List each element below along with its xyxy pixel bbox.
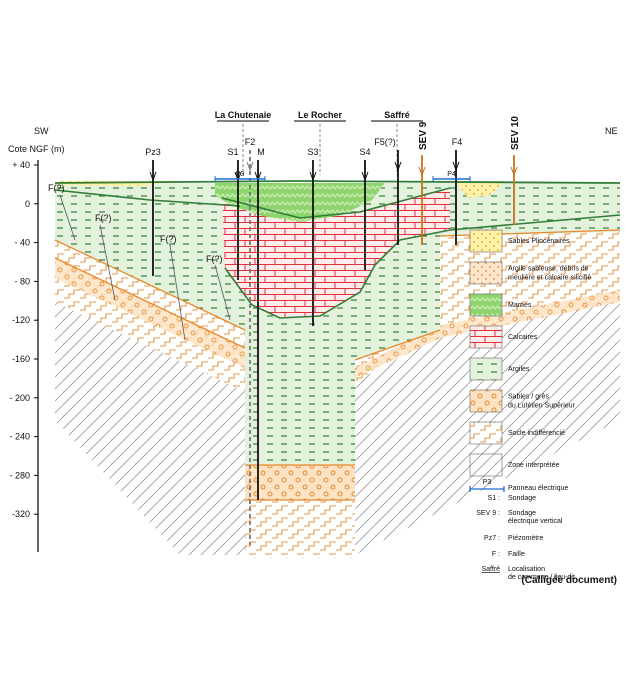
- arrow: [234, 171, 242, 182]
- legend-label: Argile sableuse, débris de: [508, 266, 589, 273]
- well-label: M: [257, 147, 265, 157]
- legend-key: Saffré: [481, 566, 500, 573]
- legend-label: Socle indifférencié: [508, 430, 565, 437]
- contact: [54, 229, 621, 501]
- socle: [245, 500, 355, 555]
- legend-label: Localisation: [508, 566, 545, 573]
- well-label: F4: [452, 137, 463, 147]
- fault-label: F(?): [206, 254, 223, 264]
- well-label: F5(?): [374, 137, 396, 147]
- tick-label: -160: [12, 354, 30, 364]
- panel-ends: [432, 176, 471, 182]
- credit: (Calligée document): [521, 575, 617, 586]
- y-axis: Cote NGF (m) SW NE + 40 0 - 40 - 80 -120 -160 - 2…: [8, 126, 618, 552]
- tick-label: -320: [12, 509, 30, 519]
- legend-label: Marnes: [508, 302, 532, 309]
- tick-label: 0: [25, 199, 30, 209]
- side-label: SW: [34, 126, 49, 136]
- legend: Sables Pliocénaires Argile sableuse, débr…: [469, 229, 591, 581]
- arrow: [510, 166, 518, 177]
- legend-swatch: [469, 389, 503, 413]
- tick-label: - 40: [14, 238, 30, 248]
- legend-key: Pz7 :: [484, 535, 500, 542]
- legend-key: F :: [492, 551, 500, 558]
- legend-swatch: [469, 357, 503, 381]
- arrow: [418, 166, 426, 177]
- argiles: [55, 183, 620, 465]
- well-label: SEV 9: [418, 121, 429, 150]
- legend-label: du Lutétien Supérieur: [508, 403, 576, 410]
- legend-swatch: [469, 453, 503, 477]
- side-label: NE: [605, 126, 618, 136]
- well-label: S4: [359, 147, 370, 157]
- arrow: [394, 161, 402, 172]
- well-label: Pz3: [145, 147, 161, 157]
- fault-label: F(?): [95, 213, 112, 223]
- arrow: [149, 171, 157, 182]
- axis-title: Cote NGF (m): [8, 144, 65, 154]
- legend-label: Argiles: [508, 366, 530, 373]
- legend-key: S1 :: [488, 495, 501, 502]
- legend-swatch: [469, 261, 503, 285]
- legend-swatch: [469, 421, 503, 445]
- place-name: Saffré: [384, 110, 410, 120]
- legend-label: Calcaires: [508, 334, 538, 341]
- contact: [54, 187, 621, 319]
- legend-label: Sables / grès: [508, 394, 549, 401]
- arrow: [361, 171, 369, 182]
- sables-lutetien: [55, 258, 245, 368]
- well-label: F2: [245, 137, 256, 147]
- tick-label: + 40: [12, 160, 30, 170]
- legend-swatch: [469, 229, 503, 253]
- legend-key: SEV 9 :: [476, 510, 500, 517]
- calcaires: [222, 188, 450, 318]
- fault-label: F(?): [48, 183, 65, 193]
- fault-lines: [59, 194, 231, 341]
- place-name: La Chutenaie: [215, 110, 272, 120]
- legend-label: Sondage: [508, 495, 536, 502]
- panel-ends: [214, 176, 266, 182]
- legend-label: Piézomètre: [508, 535, 544, 542]
- tick-label: - 280: [9, 470, 30, 480]
- arrow: [246, 161, 254, 172]
- arrow: [452, 161, 460, 172]
- sables-pliocenes: [455, 181, 505, 198]
- panel-symbol: [469, 486, 505, 492]
- panel-label: P4: [447, 171, 456, 178]
- well-label: S1: [227, 147, 238, 157]
- arrow: [254, 171, 262, 182]
- legend-label: électrique vertical: [508, 518, 563, 525]
- sables-lutetien: [355, 290, 620, 378]
- legend-label: Sables Pliocénaires: [508, 238, 570, 245]
- legend-label: Zone interprétée: [508, 462, 559, 469]
- arrow: [309, 171, 317, 182]
- legend-label: de commune / lieu-dit: [508, 574, 575, 581]
- tick-label: - 80: [14, 276, 30, 286]
- zone-interpretee: [55, 300, 245, 555]
- tick-label: - 200: [9, 393, 30, 403]
- well-label: S3: [307, 147, 318, 157]
- tick-label: - 240: [9, 432, 30, 442]
- legend-swatch: [469, 293, 503, 317]
- place-name: Le Rocher: [298, 110, 343, 120]
- sables-lutetien: [245, 465, 355, 500]
- tick-label: -120: [12, 315, 30, 325]
- legend-label: Sondage: [508, 510, 536, 517]
- fault-label: F(?): [160, 234, 177, 244]
- panel-label: P3: [236, 171, 245, 178]
- well-label: SEV 10: [510, 116, 521, 150]
- legend-swatch: [469, 325, 503, 349]
- annotations: La Chutenaie Le Rocher Saffré Pz3 S1 F2M S3 S4 F…: [48, 110, 521, 545]
- legend-label: Panneau électrique: [508, 485, 568, 492]
- legend-label: Faille: [508, 551, 525, 558]
- legend-label: meulière et calcaire silicifié: [508, 275, 591, 282]
- legend-key: P3: [483, 479, 492, 486]
